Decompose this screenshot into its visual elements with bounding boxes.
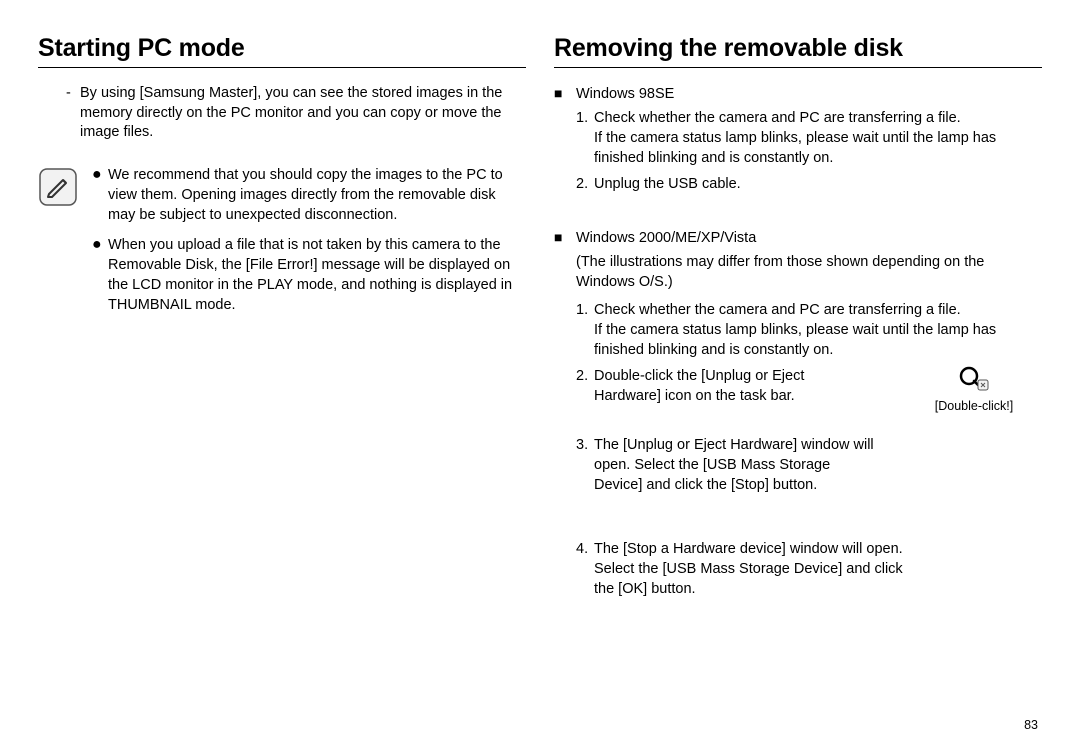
dash-bullet: -	[66, 84, 80, 143]
pencil-note-icon	[38, 167, 78, 207]
step-number: 2.	[576, 366, 594, 415]
section-win2k-note: (The illustrations may differ from those…	[576, 252, 1042, 292]
note-block: ● We recommend that you should copy the …	[38, 165, 526, 325]
section-win98-title: ■ Windows 98SE	[554, 84, 1042, 104]
note-1-text: We recommend that you should copy the im…	[108, 165, 526, 225]
section-win2k-label: Windows 2000/ME/XP/Vista	[576, 228, 756, 248]
step-number: 1.	[576, 108, 594, 168]
page-number: 83	[1024, 718, 1038, 732]
note-2-text: When you upload a file that is not taken…	[108, 235, 526, 315]
heading-starting-pc-mode: Starting PC mode	[38, 34, 526, 68]
step-text: The [Stop a Hardware device] window will…	[594, 539, 904, 599]
win2k-step-3: 3. The [Unplug or Eject Hardware] window…	[576, 435, 1042, 495]
note-item-2: ● When you upload a file that is not tak…	[92, 235, 526, 315]
intro-paragraph: - By using [Samsung Master], you can see…	[66, 84, 526, 143]
step-number: 2.	[576, 174, 594, 194]
heading-removing-disk: Removing the removable disk	[554, 34, 1042, 68]
step-text: Check whether the camera and PC are tran…	[594, 108, 1042, 168]
step-text: Unplug the USB cable.	[594, 174, 1042, 194]
bullet-dot: ●	[92, 165, 108, 225]
step-number: 1.	[576, 300, 594, 360]
square-bullet: ■	[554, 84, 576, 104]
win98-step-2: 2. Unplug the USB cable.	[576, 174, 1042, 194]
win2k-step-2-row: 2. Double-click the [Unplug or Eject Har…	[576, 366, 1042, 415]
section-win2k-title: ■ Windows 2000/ME/XP/Vista	[554, 228, 1042, 248]
step-text: The [Unplug or Eject Hardware] window wi…	[594, 435, 874, 495]
double-click-label: [Double-click!]	[935, 398, 1014, 415]
win2k-step-1: 1. Check whether the camera and PC are t…	[576, 300, 1042, 360]
bullet-dot: ●	[92, 235, 108, 315]
square-bullet: ■	[554, 228, 576, 248]
win98-step-1: 1. Check whether the camera and PC are t…	[576, 108, 1042, 168]
note-item-1: ● We recommend that you should copy the …	[92, 165, 526, 225]
unplug-eject-taskbar-icon	[959, 366, 989, 392]
step-text: Double-click the [Unplug or Eject Hardwa…	[594, 366, 856, 415]
win2k-step-4: 4. The [Stop a Hardware device] window w…	[576, 539, 1042, 599]
section-win98-label: Windows 98SE	[576, 84, 674, 104]
intro-text: By using [Samsung Master], you can see t…	[80, 84, 526, 143]
step-number: 3.	[576, 435, 594, 495]
step-number: 4.	[576, 539, 594, 599]
step-text: Check whether the camera and PC are tran…	[594, 300, 1042, 360]
